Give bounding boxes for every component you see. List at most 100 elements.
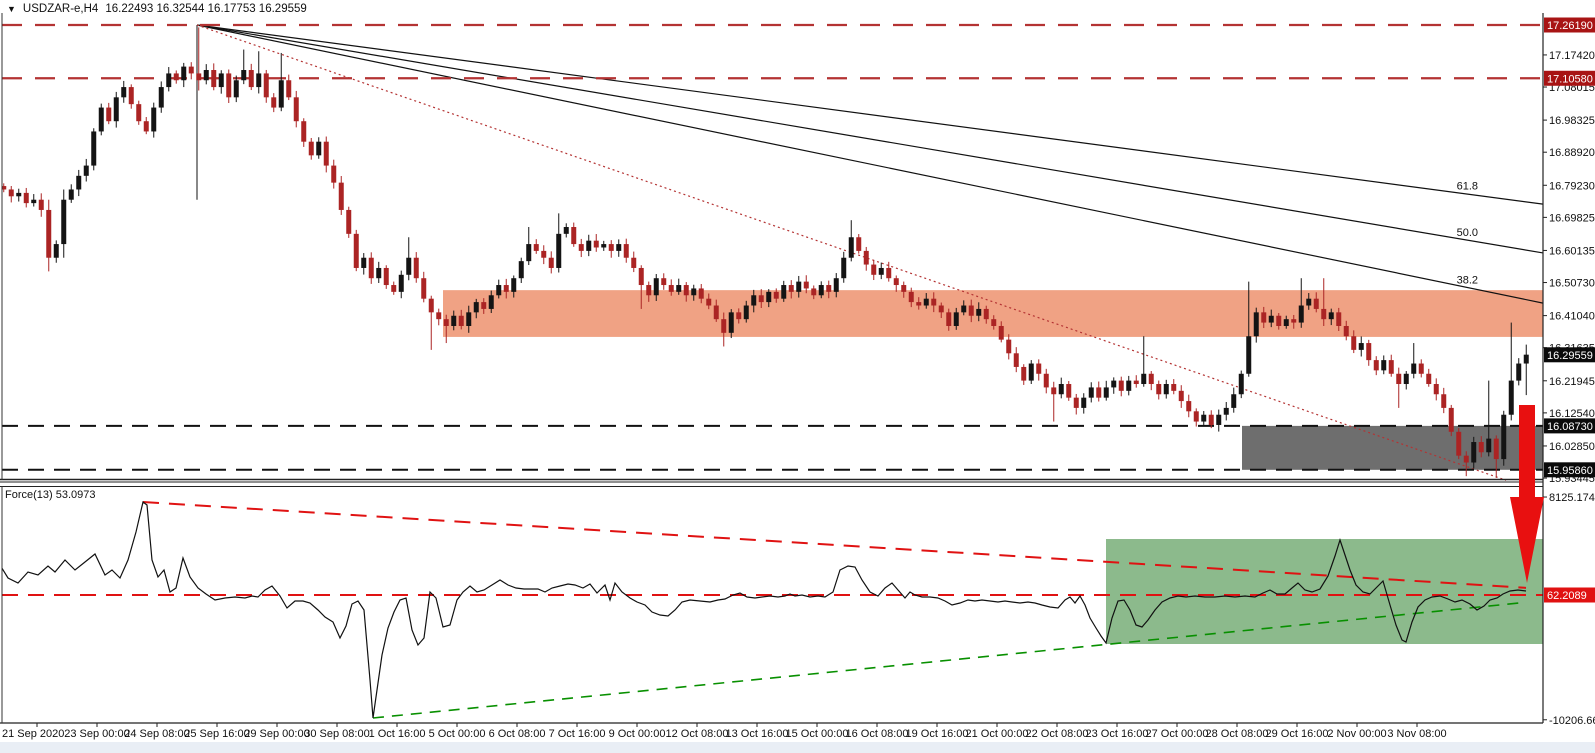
candle [38, 193, 44, 217]
fib-fan-label-38.2: 38.2 [1457, 275, 1478, 287]
collapse-triangle-icon[interactable]: ▼ [7, 4, 16, 14]
candle [331, 159, 337, 189]
price-tick-label: 16.50730 [1549, 278, 1595, 290]
time-tick-label: 1 Oct 16:00 [369, 728, 426, 740]
time-tick-label: 6 Oct 08:00 [489, 728, 546, 740]
time-tick-label: 27 Oct 00:00 [1146, 728, 1209, 740]
price-tick-label: 17.17420 [1549, 50, 1595, 62]
fib-fan-label-61.8: 61.8 [1457, 180, 1478, 192]
candle [113, 91, 119, 128]
candle [16, 188, 22, 202]
candle [226, 69, 232, 104]
force-index-line [2, 500, 1527, 719]
candle [1178, 385, 1184, 408]
price-scale: 17.1742017.0801516.9832516.8892016.79230… [1543, 17, 1595, 727]
candle [871, 259, 877, 281]
candle [1448, 404, 1454, 437]
candle [773, 288, 779, 303]
candle [788, 280, 794, 299]
candle [863, 246, 869, 271]
candle [121, 80, 127, 103]
indicator-name-label: Force(13) 53.0973 [5, 489, 96, 501]
time-tick-label: 3 Nov 08:00 [1387, 728, 1446, 740]
time-tick-label: 13 Oct 16:00 [726, 728, 789, 740]
price-tick-label: 16.02850 [1549, 441, 1595, 453]
candlesticks [2, 27, 1529, 478]
candle [1081, 393, 1087, 414]
candle [728, 309, 734, 339]
price-badge: 16.08730 [1544, 418, 1595, 434]
sell-arrow-annotation[interactable] [1510, 405, 1544, 583]
candle [1471, 436, 1477, 469]
candle [233, 75, 239, 103]
candle [421, 271, 427, 303]
candle [376, 261, 382, 283]
candle [1118, 376, 1124, 397]
candle [383, 265, 389, 289]
horizontal-levels [2, 23, 1543, 471]
candle [676, 278, 682, 295]
candle [1328, 308, 1334, 326]
candle [271, 93, 277, 113]
candle [1486, 380, 1492, 457]
candle [556, 213, 562, 273]
candle [848, 220, 854, 262]
candle [406, 237, 412, 281]
candle [1501, 410, 1507, 466]
candle [413, 252, 419, 283]
candle [1426, 368, 1432, 387]
candle [931, 292, 937, 313]
candle [563, 223, 569, 238]
fib-fan-label-50.0: 50.0 [1457, 227, 1478, 239]
candle [1111, 377, 1117, 394]
candle [68, 184, 74, 203]
candle [886, 261, 892, 282]
candle [1291, 314, 1297, 329]
candle [961, 300, 967, 316]
candle [368, 252, 374, 284]
candle [638, 265, 644, 309]
candle [443, 314, 449, 344]
candle [1403, 371, 1409, 390]
candle [1373, 356, 1379, 376]
zones [443, 290, 1543, 644]
time-tick-label: 28 Oct 08:00 [1206, 728, 1269, 740]
candle [1508, 322, 1514, 421]
candle [916, 297, 922, 310]
time-tick-label: 30 Sep 08:00 [304, 728, 369, 740]
candle [1306, 293, 1312, 310]
candle [1201, 411, 1207, 426]
candle [946, 308, 952, 331]
candle [106, 102, 112, 125]
candle [623, 238, 629, 263]
candle [2, 183, 7, 193]
indicator-value-badge: 62.2089 [1544, 587, 1595, 603]
candle [1148, 371, 1154, 391]
candle [691, 284, 697, 301]
candle [826, 280, 832, 299]
candle [1088, 382, 1094, 403]
candle [841, 251, 847, 283]
candle [533, 239, 539, 254]
candle [1321, 278, 1327, 326]
candle [1493, 435, 1499, 478]
candle [278, 52, 284, 112]
candle [263, 69, 269, 103]
candle [211, 63, 217, 91]
candle [83, 158, 89, 182]
candle [308, 137, 314, 160]
candle [526, 227, 532, 266]
candle [953, 307, 959, 330]
candle [721, 312, 727, 347]
candle [1223, 402, 1229, 421]
price-tick-label: 16.41040 [1549, 311, 1595, 323]
price-badge: 16.29559 [1544, 347, 1595, 363]
candle [1283, 315, 1289, 329]
candle [758, 289, 764, 309]
candle [346, 206, 352, 238]
time-tick-label: 5 Oct 00:00 [429, 728, 486, 740]
candle [1028, 360, 1034, 385]
candle [46, 199, 52, 272]
